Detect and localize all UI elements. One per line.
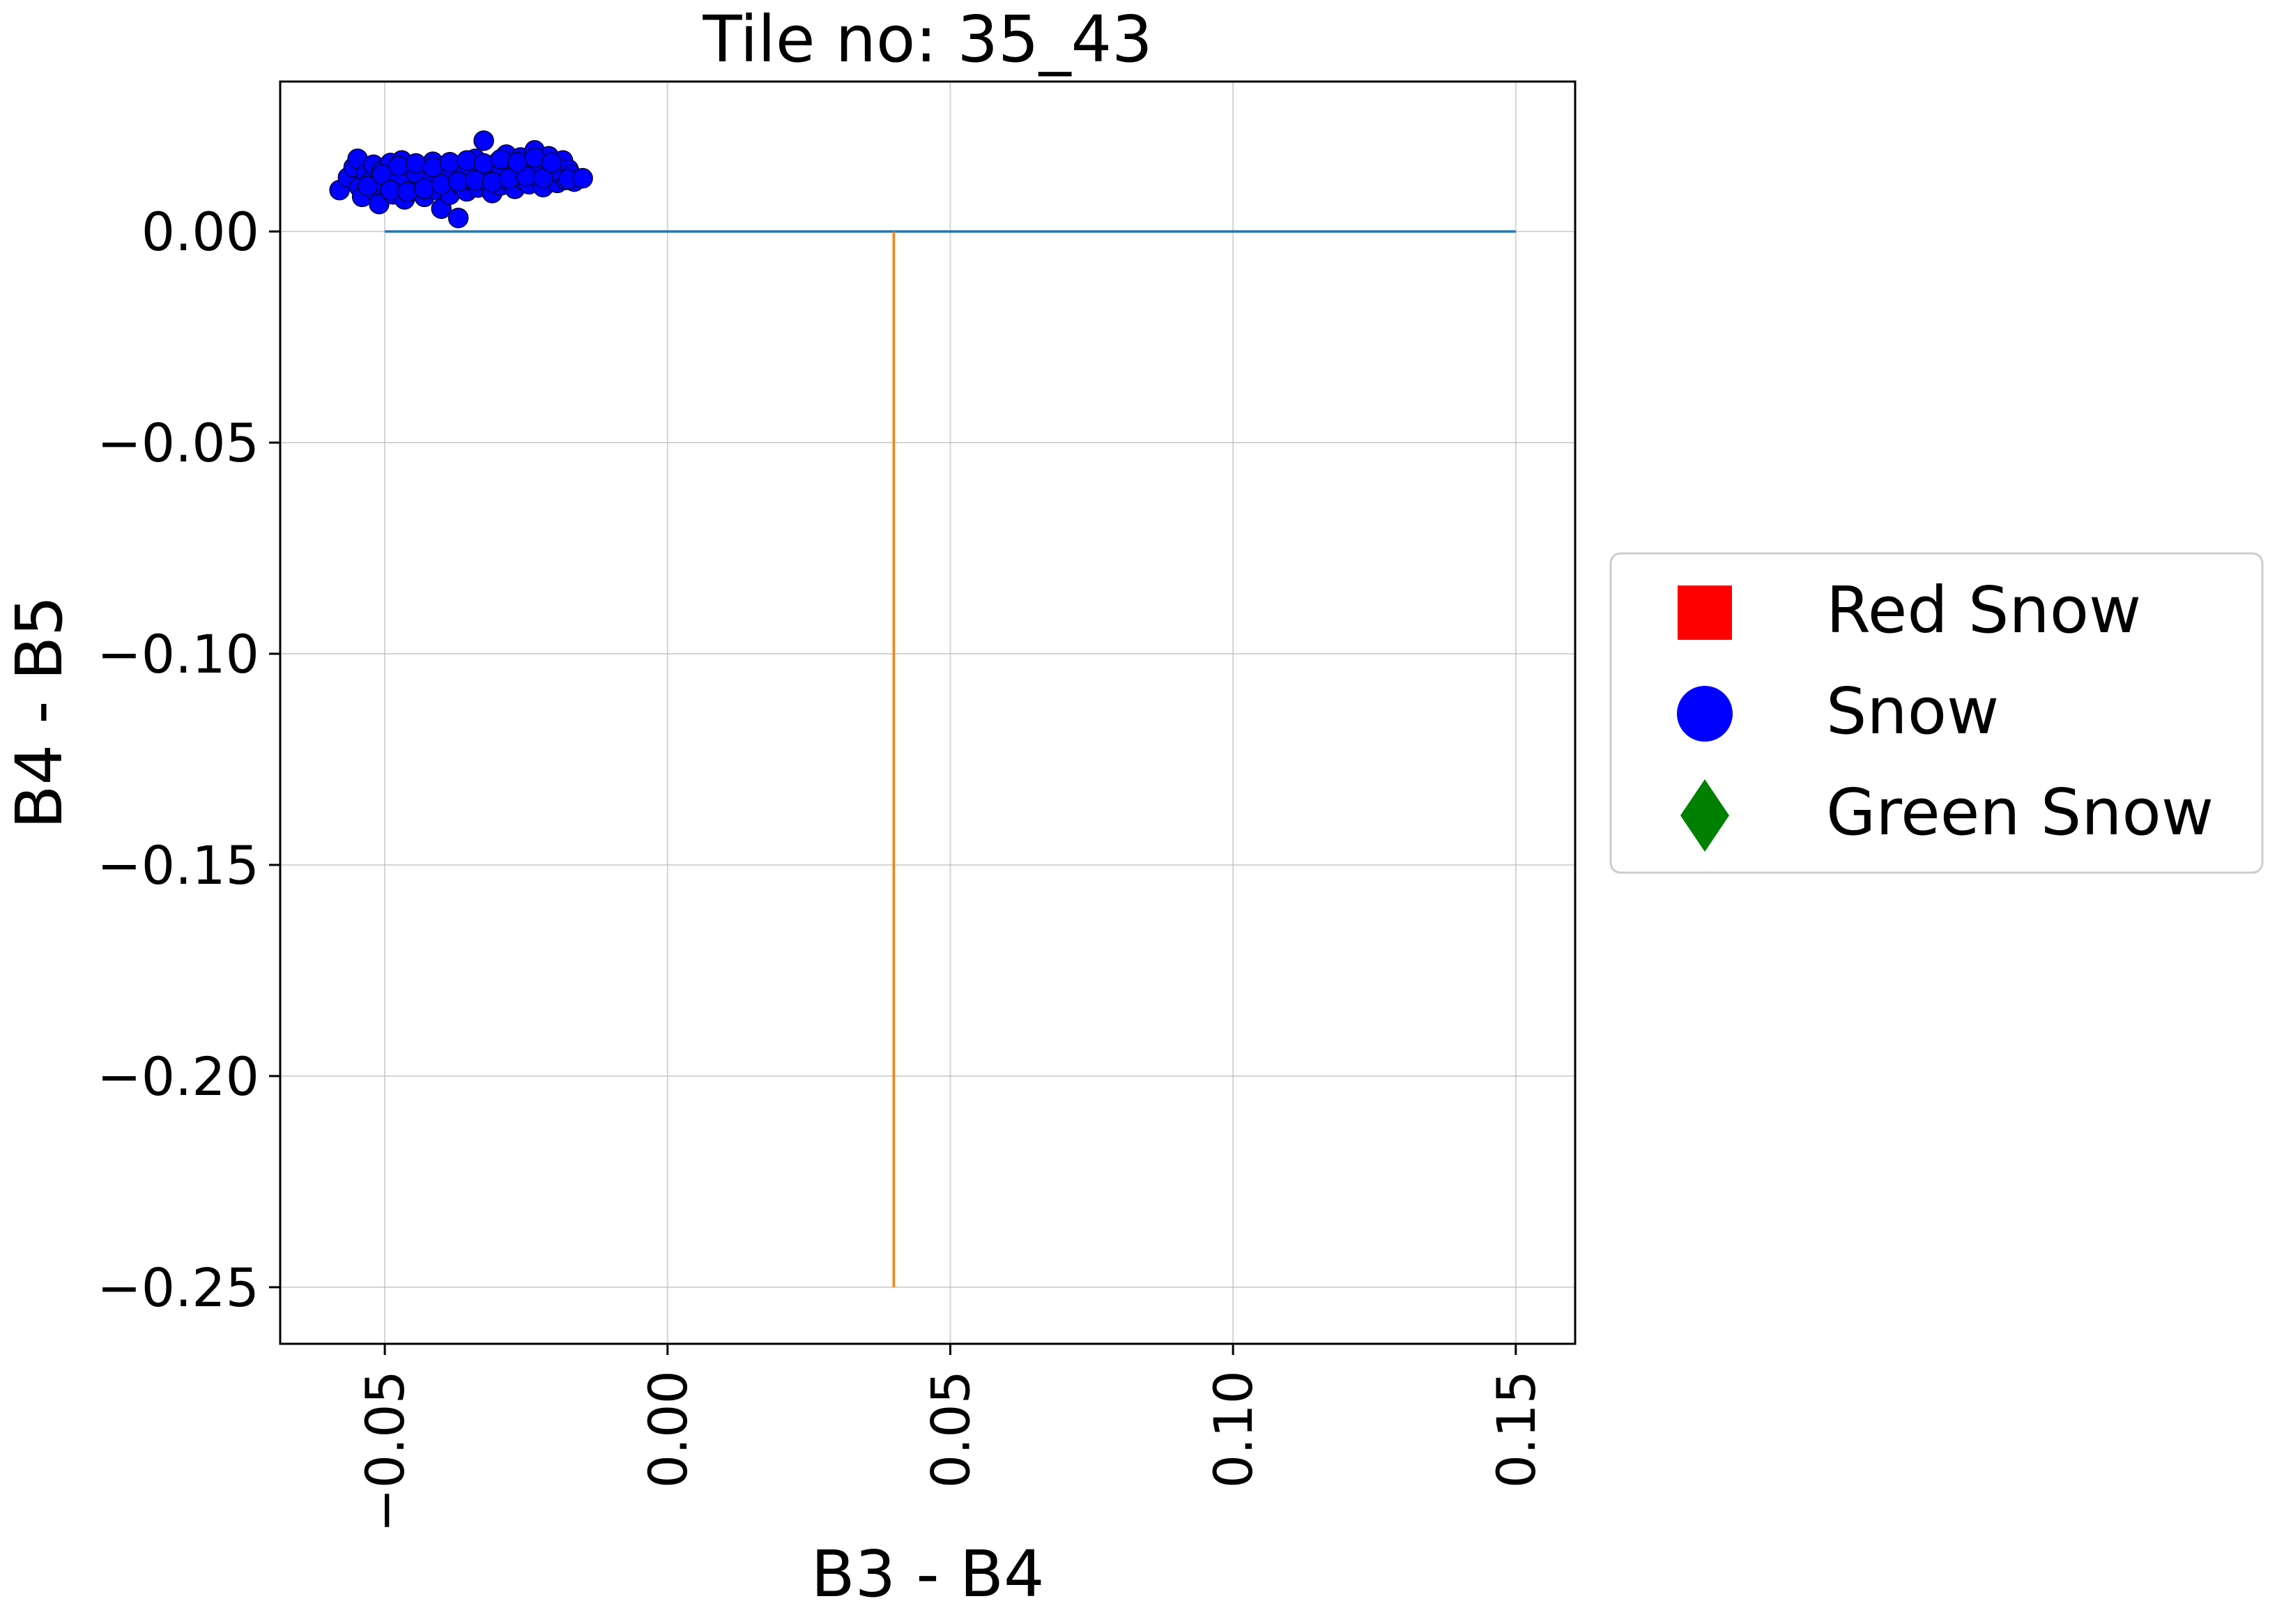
legend-label-snow: Snow xyxy=(1826,674,1999,749)
legend-red-snow-square-icon xyxy=(1678,585,1732,640)
y-axis-ticks: 0.00 −0.05 −0.10 −0.15 −0.20 −0.25 xyxy=(97,201,280,1319)
snow-point xyxy=(422,157,443,178)
y-tick-label: −0.05 xyxy=(97,412,259,474)
x-tick-label: 0.10 xyxy=(1202,1370,1264,1488)
y-tick-label: −0.10 xyxy=(97,623,259,685)
y-axis-label: B4 - B5 xyxy=(2,596,77,829)
snow-point xyxy=(447,207,469,229)
legend: Red Snow Snow Green Snow xyxy=(1609,552,2264,874)
snow-point xyxy=(473,130,494,151)
snow-point xyxy=(482,171,503,192)
y-tick-label: 0.00 xyxy=(141,201,259,263)
legend-label-red-snow: Red Snow xyxy=(1826,573,2141,648)
x-axis-label: B3 - B4 xyxy=(811,1537,1045,1611)
y-tick-label: −0.15 xyxy=(97,834,259,896)
snow-point xyxy=(358,175,378,197)
snow-point xyxy=(388,155,410,176)
y-tick-label: −0.25 xyxy=(97,1257,259,1319)
scatter-points xyxy=(329,130,593,229)
legend-box xyxy=(1609,552,2264,874)
x-axis-ticks: −0.05 0.00 0.05 0.10 0.15 xyxy=(354,1344,1547,1533)
x-tick-label: −0.05 xyxy=(354,1370,416,1533)
x-tick-label: 0.00 xyxy=(637,1370,699,1488)
reference-lines xyxy=(385,230,1516,1287)
plot-frame xyxy=(279,80,1577,1345)
snow-point xyxy=(490,148,512,170)
snow-point xyxy=(473,153,494,174)
x-tick-label: 0.15 xyxy=(1485,1370,1547,1488)
y-tick-label: −0.20 xyxy=(97,1045,259,1108)
snow-point xyxy=(397,181,418,202)
snow-point xyxy=(572,167,593,189)
snow-point xyxy=(524,147,545,168)
snow-point xyxy=(456,150,477,171)
snow-point xyxy=(405,153,427,174)
legend-green-snow-diamond-icon xyxy=(1680,779,1729,852)
chart-title: Tile no: 35_43 xyxy=(702,2,1152,77)
snow-point xyxy=(414,178,435,199)
legend-label-green-snow: Green Snow xyxy=(1826,775,2214,850)
grid xyxy=(280,82,1575,1344)
snow-point xyxy=(369,193,390,215)
snow-point xyxy=(541,152,562,174)
legend-snow-circle-icon xyxy=(1677,686,1733,742)
snow-point xyxy=(507,151,528,173)
x-tick-label: 0.05 xyxy=(919,1370,981,1488)
snow-point xyxy=(532,167,554,189)
